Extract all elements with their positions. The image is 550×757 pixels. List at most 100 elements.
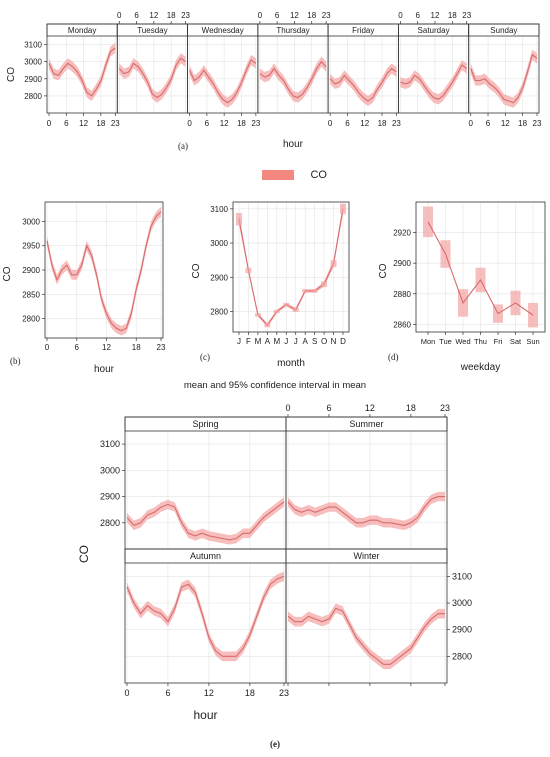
b-ytick-label: 2800 [22, 315, 40, 324]
a-xtick-label: 12 [149, 11, 158, 20]
c-xtick-label: D [340, 337, 346, 346]
d-xtick-label: Fri [494, 337, 503, 346]
e-ylabel: CO [77, 545, 91, 563]
a-strip-label: Tuesday [137, 26, 167, 35]
a-friday-line [329, 67, 397, 102]
a-xtick-label: 12 [79, 119, 88, 128]
a-wednesday-line [189, 59, 257, 104]
a-xtick-label: 18 [378, 119, 387, 128]
a-panel-frame [468, 23, 540, 114]
a-panel-frame [46, 23, 118, 114]
b-ytick-label: 2900 [22, 266, 40, 275]
a-tuesday-line [118, 57, 186, 99]
mid-title: mean and 95% confidence interval in mean [183, 380, 367, 391]
a-strip-label: Thursday [276, 26, 309, 35]
caption-e: (e) [270, 739, 280, 749]
a-strip-label: Monday [68, 26, 96, 35]
c-ci-box [254, 313, 261, 317]
d-ytick-label: 2880 [393, 290, 411, 299]
c-xlabel: month [277, 358, 305, 369]
a-xtick-label: 0 [398, 11, 403, 20]
a-xtick-label: 23 [111, 119, 120, 128]
e-panel-frame [285, 416, 448, 550]
a-xtick-label: 18 [237, 119, 246, 128]
e-summer-line [287, 496, 445, 526]
e-autumn-ci-band [127, 571, 284, 662]
legend: CO [262, 166, 327, 181]
e-summer-ci-band [288, 491, 445, 531]
a-xtick-label: 0 [468, 119, 473, 128]
e-strip-label: Summer [349, 419, 383, 429]
b-line [46, 211, 162, 332]
a-strip-label: Friday [352, 26, 374, 35]
c-ci-box [340, 203, 346, 214]
e-strip-label: Autumn [190, 551, 221, 561]
a-xlabel: hour [283, 139, 304, 150]
e-panel-frame [285, 548, 448, 684]
c-ci-box [321, 281, 328, 287]
c-ylabel: CO [191, 263, 202, 278]
d-ytick-label: 2920 [393, 229, 411, 238]
a-ytick-label: 2800 [24, 92, 42, 101]
a-xtick-label: 12 [431, 11, 440, 20]
e-strip-label: Spring [192, 419, 218, 429]
c-ytick-label: 2900 [210, 273, 228, 282]
b-xtick-label: 6 [75, 343, 80, 352]
a-thursday-ci-band [259, 56, 327, 103]
c-ci-box [292, 307, 299, 312]
caption-d: (d) [388, 352, 399, 362]
e-spring-ci-band [127, 497, 284, 545]
d-xtick-label: Wed [455, 337, 470, 346]
e-xtick-label: 18 [406, 403, 416, 413]
a-xtick-label: 0 [258, 11, 263, 20]
e-ytick-label: 3100 [100, 439, 120, 449]
a-sunday-line [470, 53, 538, 104]
a-thursday-line [259, 60, 327, 99]
a-monday-ci-band [49, 42, 116, 102]
a-xtick-label: 23 [251, 119, 260, 128]
a-strip-label: Wednesday [202, 26, 244, 35]
a-xtick-label: 18 [167, 11, 176, 20]
c-ci-box [273, 309, 280, 314]
a-friday-ci-band [330, 63, 397, 107]
caption-b: (b) [10, 356, 21, 366]
a-monday-line [48, 47, 116, 97]
e-ytick-label: 2900 [100, 492, 120, 502]
c-xtick-label: O [321, 337, 327, 346]
c-xtick-label: J [284, 337, 288, 346]
c-ci-box [236, 212, 242, 226]
c-xtick-label: S [312, 337, 317, 346]
e-winter-line [287, 607, 445, 665]
e-xtick-label: 6 [165, 688, 170, 698]
e-xtick-label: 6 [326, 403, 331, 413]
e-ytick-label: 3100 [452, 571, 472, 581]
a-xtick-label: 6 [415, 11, 420, 20]
e-ytick-label: 2800 [452, 651, 472, 661]
e-strip-label: Winter [353, 551, 379, 561]
a-xtick-label: 23 [181, 11, 190, 20]
c-frame [232, 201, 350, 333]
a-xtick-label: 12 [290, 11, 299, 20]
a-xtick-label: 6 [345, 119, 350, 128]
a-saturday-ci-band [400, 59, 467, 105]
c-xtick-label: A [303, 337, 309, 346]
d-ylabel: CO [378, 263, 389, 278]
c-ci-box [245, 267, 252, 274]
e-ytick-label: 2900 [452, 625, 472, 635]
a-strip-label: Sunday [490, 26, 517, 35]
b-ytick-label: 2850 [22, 290, 40, 299]
a-xtick-label: 6 [205, 119, 210, 128]
e-xtick-label: 12 [204, 688, 214, 698]
b-xtick-label: 0 [45, 343, 50, 352]
a-xtick-label: 12 [360, 119, 369, 128]
a-xtick-label: 0 [117, 11, 122, 20]
e-ytick-label: 3000 [100, 465, 120, 475]
c-xtick-label: M [273, 337, 280, 346]
a-xtick-label: 18 [448, 11, 457, 20]
c-xtick-label: M [255, 337, 262, 346]
e-xtick-label: 23 [440, 403, 450, 413]
b-ci-band [47, 206, 161, 336]
a-xtick-label: 6 [134, 11, 139, 20]
legend-label: CO [310, 168, 327, 181]
